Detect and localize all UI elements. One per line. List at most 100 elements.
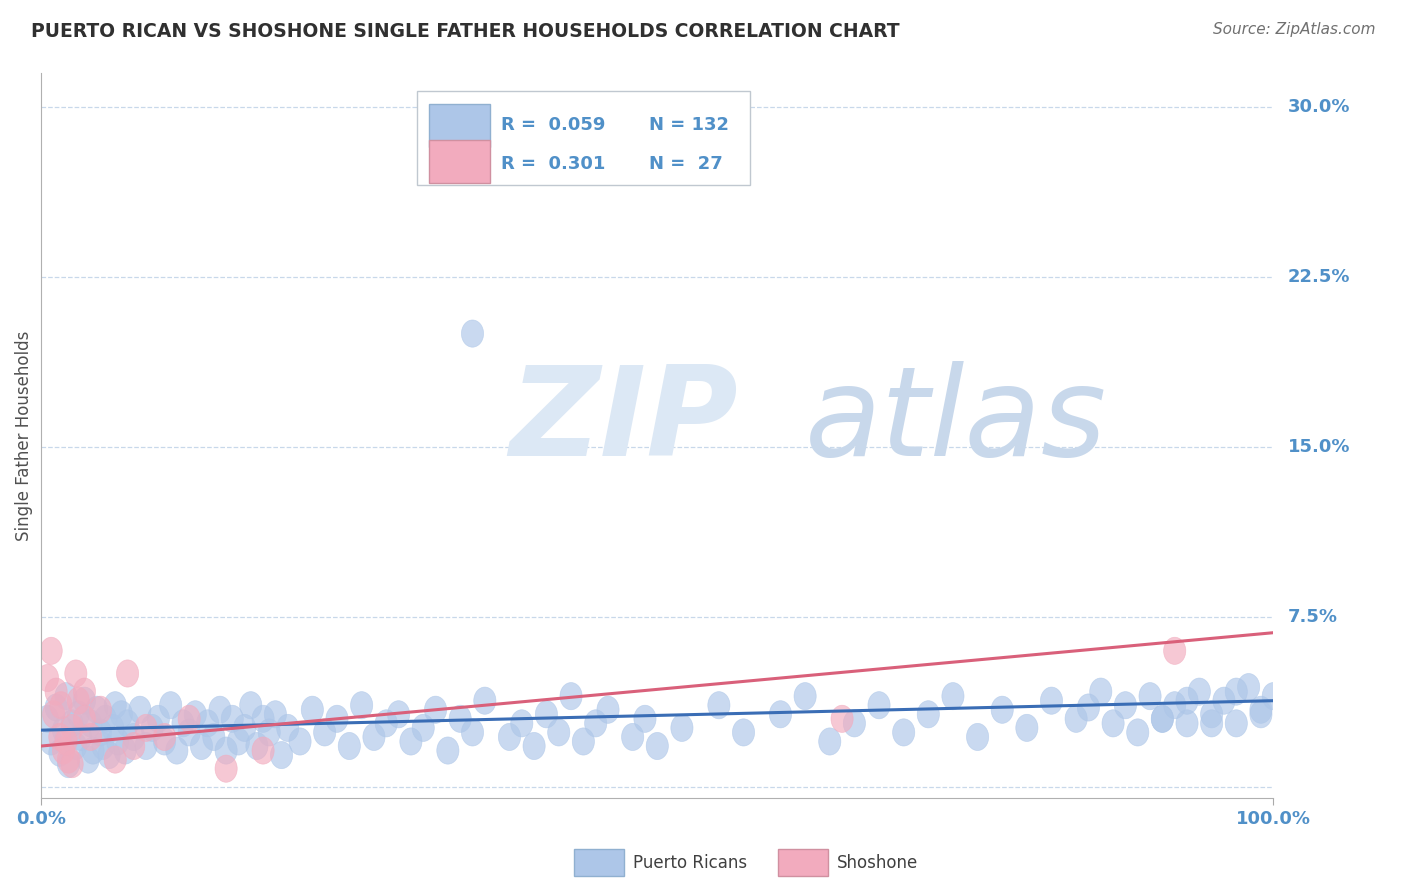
Ellipse shape (172, 710, 194, 737)
Ellipse shape (110, 701, 132, 728)
Ellipse shape (58, 746, 80, 773)
Ellipse shape (114, 737, 136, 764)
Ellipse shape (326, 706, 349, 732)
Ellipse shape (117, 660, 139, 687)
Ellipse shape (621, 723, 644, 750)
Ellipse shape (51, 691, 72, 719)
Text: ZIP: ZIP (509, 360, 738, 482)
Ellipse shape (52, 716, 75, 744)
Ellipse shape (270, 741, 292, 769)
Ellipse shape (966, 723, 988, 750)
Ellipse shape (585, 710, 607, 737)
Ellipse shape (82, 737, 104, 764)
Ellipse shape (1175, 710, 1198, 737)
Ellipse shape (233, 714, 256, 741)
Ellipse shape (148, 706, 170, 732)
Ellipse shape (412, 714, 434, 741)
Ellipse shape (259, 719, 280, 746)
Ellipse shape (49, 739, 70, 766)
Ellipse shape (65, 660, 87, 687)
Ellipse shape (80, 710, 101, 737)
Ellipse shape (60, 710, 83, 737)
Ellipse shape (1164, 637, 1185, 665)
Ellipse shape (375, 710, 398, 737)
Y-axis label: Single Father Households: Single Father Households (15, 330, 32, 541)
Ellipse shape (58, 750, 80, 778)
Ellipse shape (122, 732, 145, 760)
Text: 22.5%: 22.5% (1288, 268, 1351, 286)
Ellipse shape (1152, 706, 1174, 732)
Ellipse shape (560, 682, 582, 710)
Ellipse shape (474, 687, 496, 714)
Ellipse shape (70, 723, 91, 750)
Ellipse shape (707, 691, 730, 719)
Ellipse shape (42, 701, 65, 728)
Ellipse shape (572, 150, 595, 178)
Ellipse shape (1201, 710, 1223, 737)
Text: 30.0%: 30.0% (1288, 98, 1351, 116)
Text: Shoshone: Shoshone (837, 854, 918, 871)
Ellipse shape (1115, 691, 1136, 719)
FancyBboxPatch shape (429, 104, 489, 147)
Ellipse shape (917, 701, 939, 728)
Ellipse shape (160, 691, 181, 719)
Ellipse shape (60, 714, 83, 741)
Ellipse shape (523, 732, 546, 760)
Ellipse shape (1077, 694, 1099, 721)
Ellipse shape (671, 714, 693, 741)
Ellipse shape (647, 732, 668, 760)
Ellipse shape (52, 737, 75, 764)
Ellipse shape (215, 756, 238, 782)
Ellipse shape (67, 687, 90, 714)
Ellipse shape (425, 696, 447, 723)
Ellipse shape (548, 719, 569, 746)
Ellipse shape (252, 706, 274, 732)
Ellipse shape (264, 701, 287, 728)
Ellipse shape (1090, 678, 1112, 706)
Ellipse shape (228, 728, 249, 756)
Text: PUERTO RICAN VS SHOSHONE SINGLE FATHER HOUSEHOLDS CORRELATION CHART: PUERTO RICAN VS SHOSHONE SINGLE FATHER H… (31, 22, 900, 41)
Ellipse shape (893, 719, 915, 746)
Ellipse shape (1188, 678, 1211, 706)
Ellipse shape (49, 723, 70, 750)
Text: N =  27: N = 27 (648, 154, 723, 173)
Ellipse shape (117, 710, 139, 737)
Ellipse shape (1225, 678, 1247, 706)
Ellipse shape (1126, 719, 1149, 746)
Ellipse shape (90, 719, 111, 746)
Ellipse shape (60, 750, 83, 778)
Ellipse shape (1250, 696, 1272, 723)
Ellipse shape (246, 732, 269, 760)
Ellipse shape (1175, 687, 1198, 714)
Ellipse shape (45, 678, 67, 706)
Ellipse shape (91, 732, 114, 760)
Ellipse shape (153, 723, 176, 750)
Ellipse shape (86, 696, 108, 723)
Ellipse shape (831, 706, 853, 732)
Ellipse shape (239, 691, 262, 719)
Ellipse shape (1250, 701, 1272, 728)
Ellipse shape (461, 320, 484, 347)
Text: 7.5%: 7.5% (1288, 607, 1339, 626)
Ellipse shape (339, 732, 360, 760)
Ellipse shape (37, 706, 59, 732)
Ellipse shape (67, 701, 90, 728)
Ellipse shape (461, 719, 484, 746)
Ellipse shape (290, 728, 311, 756)
Ellipse shape (45, 694, 67, 721)
Ellipse shape (868, 691, 890, 719)
Ellipse shape (1263, 682, 1284, 710)
Ellipse shape (153, 728, 176, 756)
Ellipse shape (1237, 673, 1260, 701)
Ellipse shape (1066, 706, 1087, 732)
Ellipse shape (73, 687, 96, 714)
Ellipse shape (73, 706, 96, 732)
Ellipse shape (1040, 687, 1063, 714)
Ellipse shape (184, 701, 207, 728)
Ellipse shape (598, 696, 619, 723)
Ellipse shape (1139, 682, 1161, 710)
Ellipse shape (634, 706, 657, 732)
Ellipse shape (215, 737, 238, 764)
Ellipse shape (572, 728, 595, 756)
Ellipse shape (1015, 714, 1038, 741)
